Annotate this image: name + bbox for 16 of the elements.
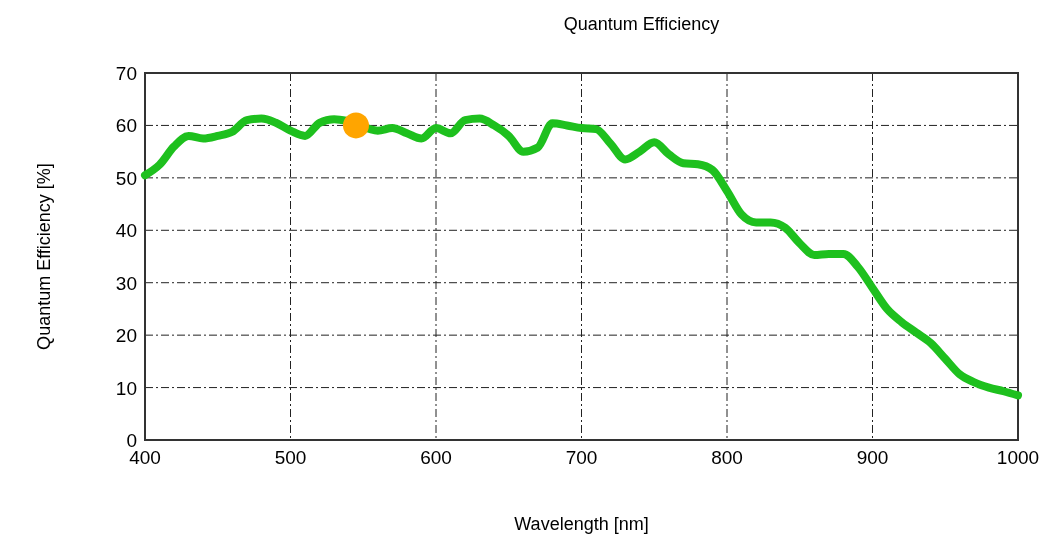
x-tick-label: 500	[274, 447, 307, 468]
y-axis-title: Quantum Efficiency [%]	[34, 163, 54, 350]
y-tick-label: 60	[115, 115, 137, 137]
y-tick-label: 20	[115, 325, 137, 347]
chart-title: Quantum Efficiency	[563, 14, 720, 34]
x-axis-title: Wavelength [nm]	[514, 514, 649, 534]
y-tick-label: 10	[115, 377, 137, 399]
y-tick-label: 50	[115, 167, 137, 189]
y-tick-label: 40	[115, 220, 137, 242]
x-tick-label: 900	[856, 447, 889, 468]
x-tick-label: 800	[711, 447, 743, 468]
y-tick-label: 70	[115, 63, 137, 84]
x-tick-label: 600	[420, 447, 452, 468]
x-tick-label: 1000	[996, 447, 1040, 468]
x-tick-label: 700	[565, 447, 598, 468]
y-tick-label: 30	[115, 272, 137, 294]
